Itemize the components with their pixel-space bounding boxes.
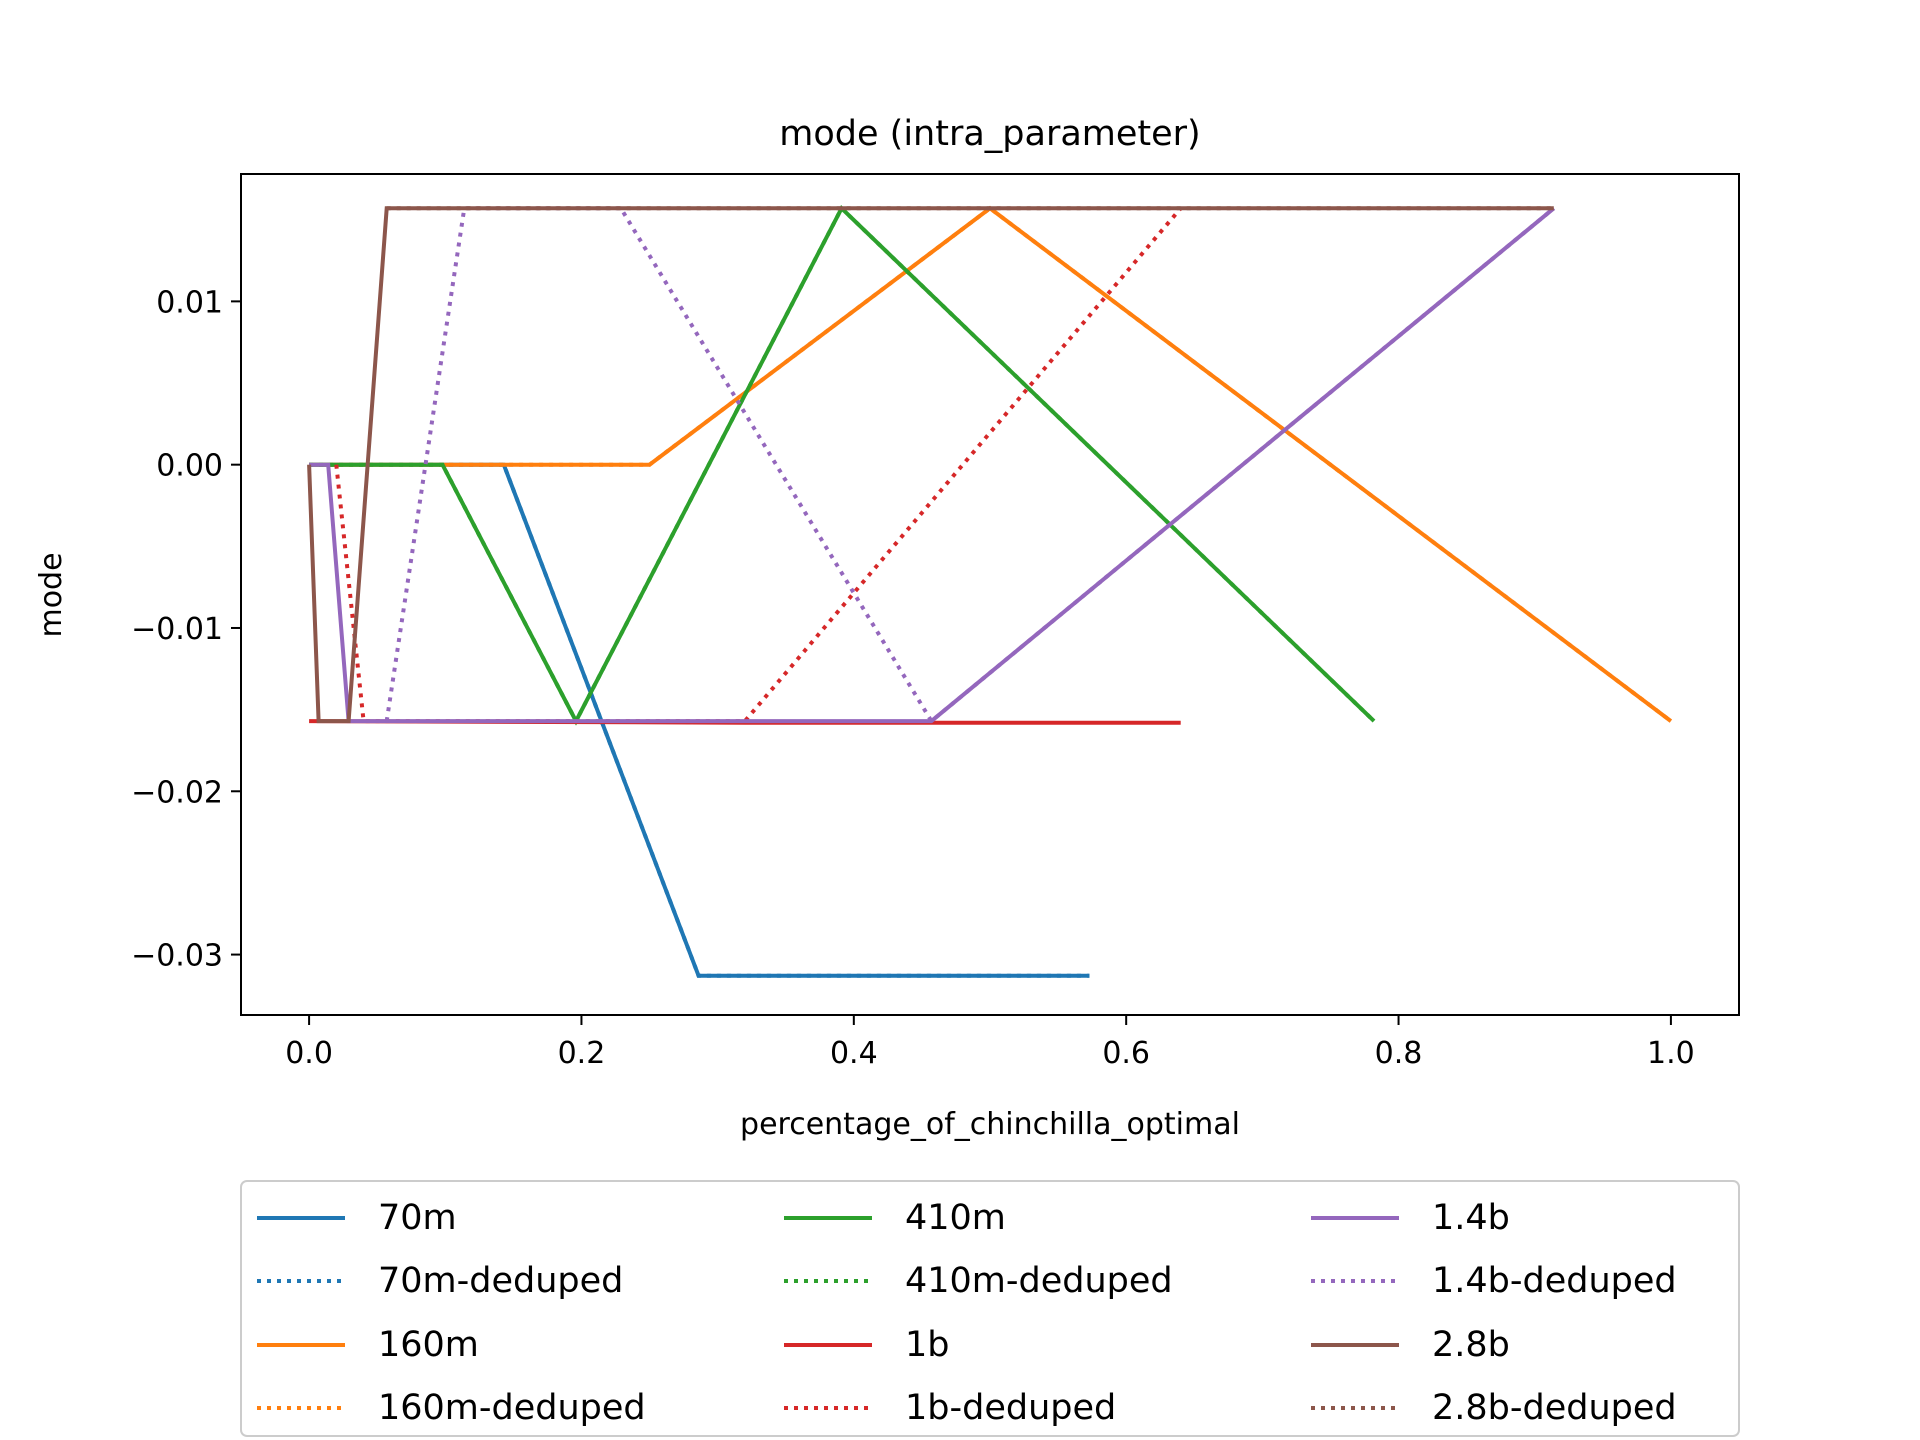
x-axis-ticks: 0.0 0.2 0.4 0.6 0.8 1.0 bbox=[285, 1015, 1695, 1071]
legend-label-70m-deduped: 70m-deduped bbox=[378, 1261, 623, 1301]
y-tick-label: −0.01 bbox=[131, 612, 223, 647]
legend-label-1b: 1b bbox=[905, 1325, 950, 1365]
series-line-1.4b-deduped bbox=[384, 206, 1556, 725]
y-axis-label: mode bbox=[34, 552, 69, 637]
legend-label-1.4b-deduped: 1.4b-deduped bbox=[1432, 1261, 1677, 1301]
y-tick-label: −0.03 bbox=[131, 939, 223, 974]
legend-label-2.8b-deduped: 2.8b-deduped bbox=[1432, 1388, 1677, 1428]
legend-label-160m: 160m bbox=[378, 1325, 479, 1365]
x-tick-label: 0.6 bbox=[1102, 1036, 1150, 1071]
x-tick-label: 0.2 bbox=[558, 1036, 606, 1071]
chart-title: mode (intra_parameter) bbox=[779, 114, 1200, 154]
y-tick-label: 0.00 bbox=[156, 449, 223, 484]
y-tick-label: 0.01 bbox=[156, 285, 223, 320]
legend-label-160m-deduped: 160m-deduped bbox=[378, 1388, 646, 1428]
series-layer bbox=[307, 205, 1673, 978]
plot-frame bbox=[240, 173, 1740, 1016]
series-line-2.8b bbox=[307, 206, 1554, 724]
y-tick-label: −0.02 bbox=[131, 775, 223, 810]
x-tick-label: 0.4 bbox=[830, 1036, 878, 1071]
legend-label-1b-deduped: 1b-deduped bbox=[905, 1388, 1116, 1428]
x-tick-label: 0.0 bbox=[285, 1036, 333, 1071]
series-line-160m-deduped bbox=[309, 205, 1673, 723]
y-axis-ticks: 0.01 0.00 −0.01 −0.02 −0.03 bbox=[131, 285, 241, 974]
legend-label-1.4b: 1.4b bbox=[1432, 1198, 1510, 1238]
x-axis-label: percentage_of_chinchilla_optimal bbox=[740, 1107, 1240, 1142]
x-tick-label: 0.8 bbox=[1375, 1036, 1423, 1071]
legend-label-70m: 70m bbox=[378, 1198, 457, 1238]
legend-label-2.8b: 2.8b bbox=[1432, 1325, 1510, 1365]
legend-label-410m: 410m bbox=[905, 1198, 1006, 1238]
legend-frame bbox=[240, 1180, 1740, 1437]
legend: 70m 70m-deduped 160m 160m-deduped 410m 410m-d… bbox=[240, 1180, 1740, 1437]
x-tick-label: 1.0 bbox=[1647, 1036, 1695, 1071]
legend-label-410m-deduped: 410m-deduped bbox=[905, 1261, 1173, 1301]
